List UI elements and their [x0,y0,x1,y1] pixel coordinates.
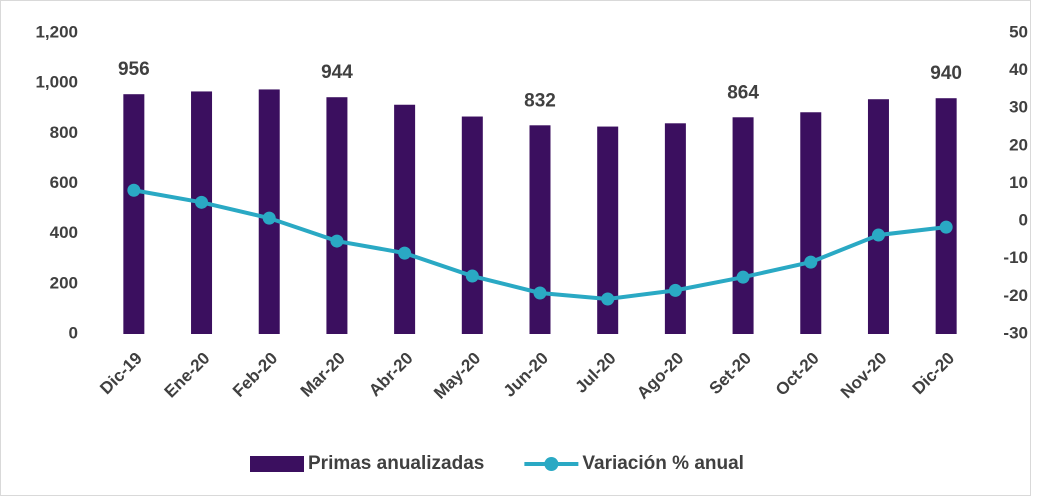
legend-swatch [544,457,559,471]
bar [597,126,619,334]
bar [664,123,686,334]
y2-tick-label: 10 [1009,173,1028,192]
bar [461,116,483,334]
y2-tick-label: 20 [1009,135,1028,154]
y2-tick-label: 50 [1009,22,1028,41]
line-marker [601,292,615,306]
y2-tick-label: 0 [1019,211,1028,230]
data-label: 832 [524,90,556,111]
line-marker [398,246,412,260]
bar [123,94,145,334]
line-marker [465,269,479,283]
y-tick-label: 200 [50,273,78,292]
data-label: 864 [727,82,759,103]
line-marker [804,255,818,269]
data-label: 940 [930,63,962,84]
y-tick-label: 600 [50,173,78,192]
y2-tick-label: -20 [1003,286,1028,305]
y-tick-label: 1,000 [35,73,78,92]
bar [935,98,957,334]
legend-label: Primas anualizadas [308,453,484,474]
line-marker [127,183,141,197]
y2-tick-label: 40 [1009,60,1028,79]
data-label: 944 [321,62,353,83]
y-tick-label: 800 [50,123,78,142]
bar [529,125,551,334]
y-tick-label: 1,200 [35,22,78,41]
y-tick-label: 0 [69,323,78,342]
line-marker [262,211,276,225]
y-tick-label: 400 [50,223,78,242]
bar [867,99,889,334]
bar [394,104,416,334]
line-marker [871,228,885,242]
line-marker [330,234,344,248]
y2-tick-label: 30 [1009,98,1028,117]
legend-swatch [250,456,304,472]
bar [732,117,754,334]
line-marker [533,286,547,300]
bar [800,112,822,334]
bar [191,91,213,334]
legend-label: Variación % anual [582,453,744,474]
y2-tick-label: -10 [1003,248,1028,267]
line-marker [939,220,953,234]
line-marker [736,270,750,284]
data-label: 956 [118,59,150,80]
y2-tick-label: -30 [1003,323,1028,342]
bar [326,97,348,334]
line-marker [195,195,209,209]
line-marker [668,283,682,297]
